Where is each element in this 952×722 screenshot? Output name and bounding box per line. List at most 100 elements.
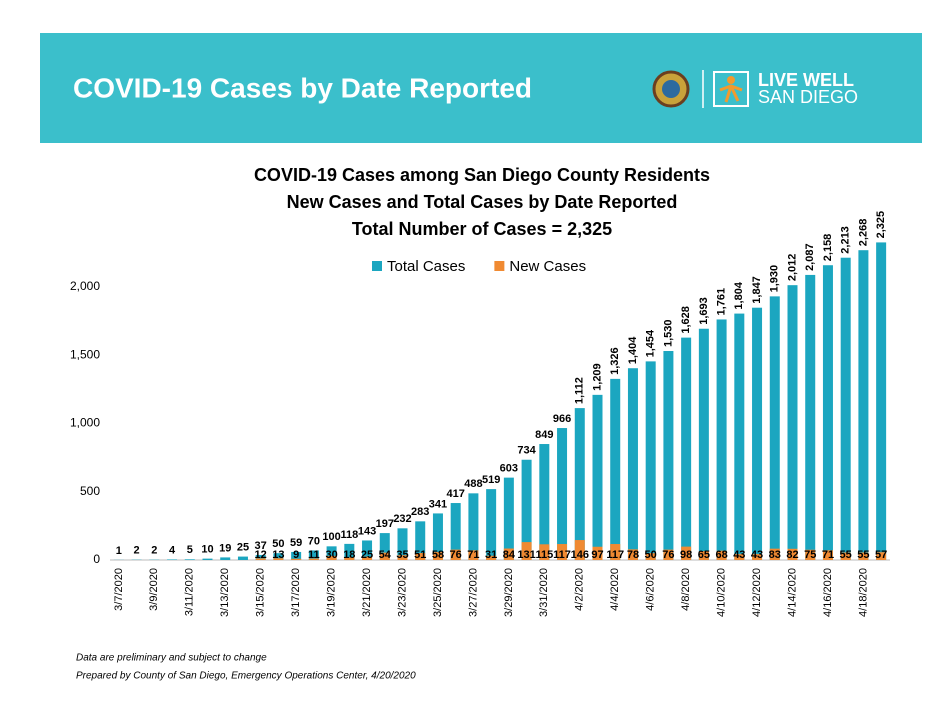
data-label: 65 [698, 549, 710, 561]
bar [557, 428, 567, 560]
data-label: 76 [662, 549, 674, 561]
bar [788, 285, 798, 560]
bar [717, 319, 727, 560]
bar [610, 379, 620, 560]
footnote: Prepared by County of San Diego, Emergen… [76, 671, 416, 682]
x-tick-label: 4/10/2020 [715, 568, 727, 617]
data-label: 68 [715, 549, 727, 561]
data-label: 1,693 [698, 297, 710, 325]
x-tick-label: 4/12/2020 [751, 568, 763, 617]
data-label: 146 [571, 549, 589, 561]
y-tick-label: 0 [93, 552, 100, 566]
data-label: 1,761 [715, 288, 727, 316]
data-label: 50 [645, 549, 657, 561]
bar [628, 368, 638, 560]
bar [805, 275, 815, 560]
data-label: 13 [272, 549, 284, 561]
bar [734, 314, 744, 560]
bar [823, 265, 833, 560]
bar [167, 559, 177, 560]
x-tick-label: 4/8/2020 [680, 568, 692, 611]
data-label: 31 [485, 549, 497, 561]
data-label: 2,268 [857, 219, 869, 247]
data-label: 1,112 [574, 377, 586, 404]
data-label: 1,628 [680, 306, 692, 334]
data-label: 1,930 [769, 265, 781, 293]
data-label: 417 [447, 488, 465, 500]
data-label: 117 [553, 549, 571, 561]
bar [203, 559, 213, 560]
data-label: 43 [751, 549, 763, 561]
data-label: 131 [517, 549, 535, 561]
x-tick-label: 3/21/2020 [361, 568, 373, 617]
x-tick-label: 3/15/2020 [255, 568, 267, 617]
data-label: 57 [875, 549, 887, 561]
data-label: 1,847 [751, 276, 763, 304]
data-label: 2,087 [804, 243, 816, 271]
legend-label: Total Cases [387, 258, 465, 275]
footnote: Data are preliminary and subject to chan… [76, 653, 267, 664]
data-label: 78 [627, 549, 639, 561]
data-label: 1,404 [627, 336, 639, 364]
data-label: 19 [219, 542, 231, 554]
x-tick-label: 3/13/2020 [219, 568, 231, 617]
bar [770, 296, 780, 560]
data-label: 117 [606, 549, 624, 561]
bar [752, 308, 762, 560]
data-label: 966 [553, 413, 571, 425]
data-label: 100 [322, 531, 340, 543]
x-tick-label: 3/11/2020 [184, 568, 196, 616]
bar [699, 329, 709, 560]
data-label: 232 [393, 513, 411, 525]
y-tick-label: 500 [80, 484, 100, 498]
data-label: 1 [116, 545, 122, 557]
bar [504, 478, 514, 560]
data-label: 59 [290, 537, 302, 549]
chart-title: COVID-19 Cases among San Diego County Re… [254, 165, 710, 185]
data-label: 10 [201, 544, 213, 556]
bar [185, 559, 195, 560]
x-tick-label: 4/4/2020 [609, 568, 621, 611]
x-tick-label: 4/18/2020 [857, 568, 869, 617]
data-label: 849 [535, 429, 553, 441]
data-label: 519 [482, 474, 500, 486]
data-label: 603 [500, 463, 518, 475]
x-tick-label: 3/29/2020 [503, 568, 515, 617]
bar [681, 338, 691, 560]
bar [841, 258, 851, 560]
x-tick-label: 3/17/2020 [290, 568, 302, 617]
chart-subtitle: New Cases and Total Cases by Date Report… [287, 192, 678, 212]
data-label: 5 [187, 544, 193, 556]
data-label: 115 [535, 549, 553, 561]
x-tick-label: 4/6/2020 [645, 568, 657, 611]
logo-line2: SAN DIEGO [758, 87, 858, 107]
data-label: 55 [857, 549, 869, 561]
data-label: 75 [804, 549, 816, 561]
data-label: 54 [379, 549, 392, 561]
data-label: 70 [308, 535, 320, 547]
bar [238, 557, 248, 560]
data-label: 83 [769, 549, 781, 561]
data-label: 2,012 [786, 254, 798, 282]
y-tick-label: 1,000 [70, 416, 100, 430]
data-label: 98 [680, 549, 692, 561]
x-tick-label: 3/23/2020 [396, 568, 408, 617]
x-tick-label: 4/2/2020 [574, 568, 586, 611]
y-tick-label: 2,000 [70, 279, 100, 293]
data-label: 1,326 [609, 347, 621, 375]
y-tick-label: 1,500 [70, 347, 100, 361]
data-label: 1,209 [591, 363, 603, 391]
data-label: 2,213 [840, 226, 852, 254]
data-label: 55 [840, 549, 852, 561]
live-well-icon-head [727, 76, 735, 84]
x-tick-label: 3/25/2020 [432, 568, 444, 617]
data-label: 2,158 [822, 234, 834, 262]
data-label: 283 [411, 506, 429, 518]
data-label: 118 [340, 529, 358, 541]
data-label: 341 [429, 498, 447, 510]
x-tick-label: 4/16/2020 [822, 568, 834, 617]
data-label: 9 [293, 549, 299, 561]
data-label: 97 [591, 549, 603, 561]
x-tick-label: 3/31/2020 [538, 568, 550, 617]
